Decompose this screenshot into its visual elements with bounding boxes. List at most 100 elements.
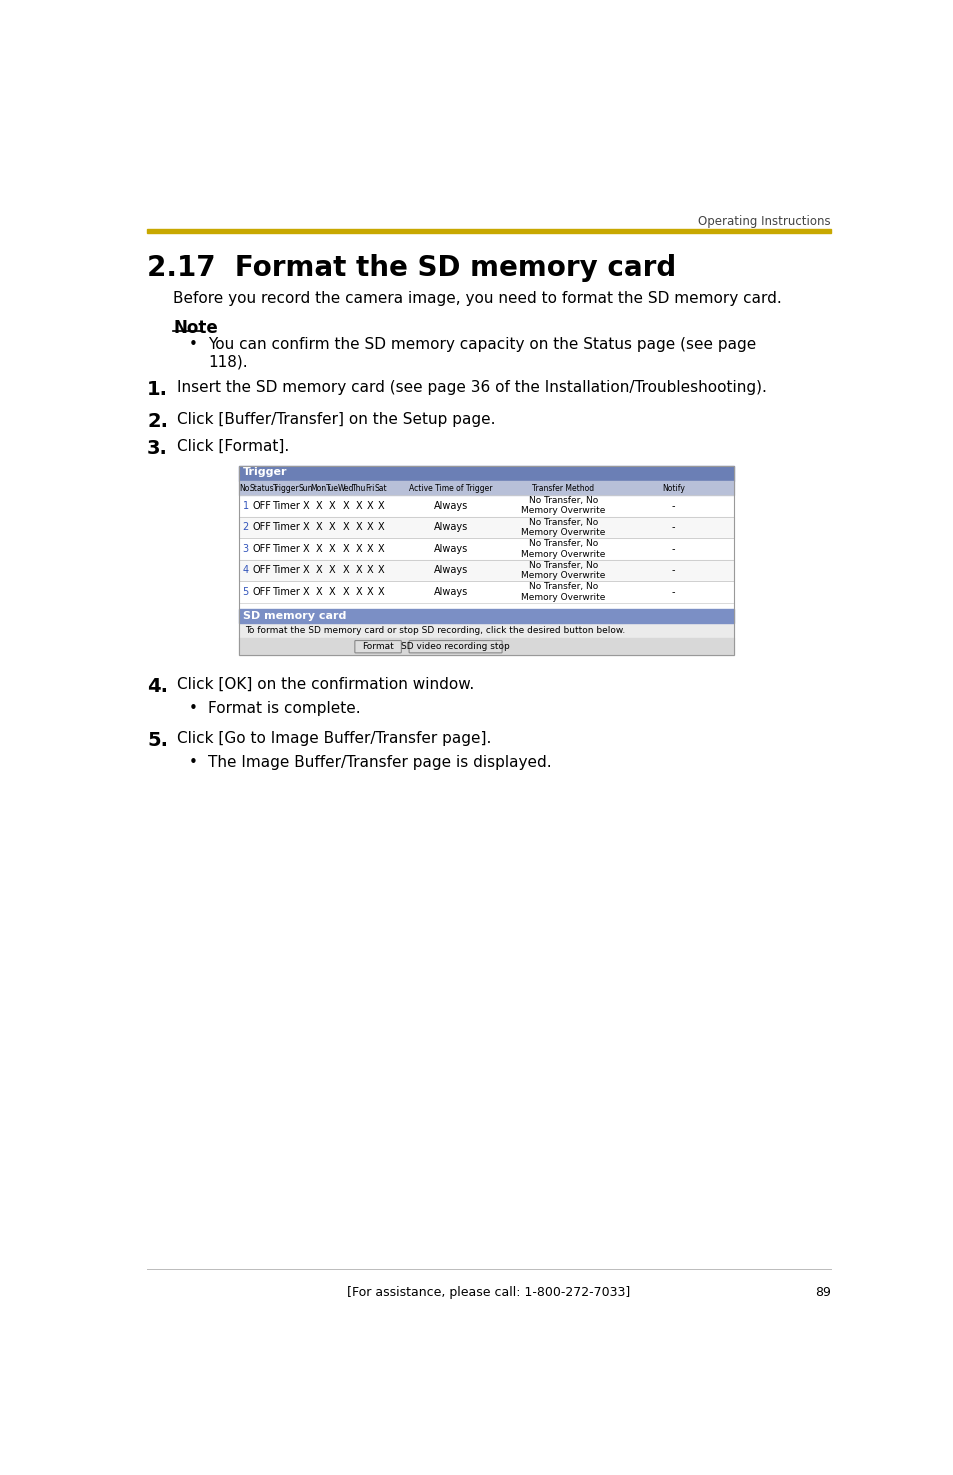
Bar (239, 466, 733, 481)
Text: 2.: 2. (147, 412, 168, 431)
Text: -: - (671, 565, 675, 575)
Text: X: X (355, 544, 361, 555)
Bar (239, 559, 733, 581)
Bar (239, 559, 733, 581)
Text: The Image Buffer/Transfer page is displayed.: The Image Buffer/Transfer page is displa… (208, 755, 552, 770)
Text: Timer: Timer (272, 522, 299, 532)
Text: Trigger: Trigger (273, 484, 299, 493)
Text: Always: Always (433, 565, 467, 575)
Text: X: X (366, 502, 373, 510)
Text: Timer: Timer (272, 502, 299, 510)
Text: Timer: Timer (272, 587, 299, 597)
Text: X: X (377, 502, 384, 510)
Text: 3.: 3. (147, 438, 168, 457)
Text: Always: Always (433, 587, 467, 597)
Text: Wed: Wed (337, 484, 354, 493)
FancyBboxPatch shape (355, 640, 401, 653)
Text: Click [Format].: Click [Format]. (177, 438, 290, 454)
Bar (239, 516, 733, 538)
Text: 5: 5 (242, 587, 249, 597)
Text: Timer: Timer (272, 544, 299, 555)
Text: X: X (366, 544, 373, 555)
Bar (239, 581, 733, 603)
Text: X: X (302, 587, 309, 597)
Text: Fri: Fri (365, 484, 375, 493)
Text: X: X (302, 502, 309, 510)
Text: No Transfer, No
Memory Overwrite: No Transfer, No Memory Overwrite (520, 560, 605, 580)
Text: X: X (329, 587, 335, 597)
Text: •: • (189, 338, 197, 353)
Text: Before you record the camera image, you need to format the SD memory card.: Before you record the camera image, you … (173, 291, 781, 305)
Text: 4: 4 (242, 565, 249, 575)
Text: SD memory card: SD memory card (243, 611, 346, 621)
Bar (239, 466, 733, 655)
Text: Always: Always (433, 544, 467, 555)
Text: Transfer Method: Transfer Method (532, 484, 594, 493)
Text: X: X (342, 522, 349, 532)
Text: You can confirm the SD memory capacity on the Status page (see page
118).: You can confirm the SD memory capacity o… (208, 338, 756, 370)
Text: X: X (366, 587, 373, 597)
Text: -: - (671, 587, 675, 597)
FancyBboxPatch shape (409, 640, 501, 653)
Text: OFF: OFF (253, 565, 271, 575)
Text: Notify: Notify (661, 484, 684, 493)
Bar (239, 516, 733, 538)
Text: Click [OK] on the confirmation window.: Click [OK] on the confirmation window. (177, 677, 475, 692)
Text: [For assistance, please call: 1-800-272-7033]: [For assistance, please call: 1-800-272-… (347, 1286, 630, 1299)
Bar (239, 622, 733, 639)
Text: X: X (302, 565, 309, 575)
Bar (239, 481, 733, 496)
Text: X: X (342, 565, 349, 575)
Text: X: X (377, 544, 384, 555)
Text: OFF: OFF (253, 544, 271, 555)
Text: Always: Always (433, 522, 467, 532)
Text: Format: Format (362, 642, 394, 650)
Text: -: - (671, 544, 675, 555)
Text: X: X (315, 565, 322, 575)
Text: Status: Status (250, 484, 274, 493)
Text: Sat: Sat (375, 484, 387, 493)
Text: X: X (342, 544, 349, 555)
Text: No Transfer, No
Memory Overwrite: No Transfer, No Memory Overwrite (520, 518, 605, 537)
Text: OFF: OFF (253, 587, 271, 597)
Text: X: X (315, 544, 322, 555)
Bar (239, 538, 733, 559)
Text: Active Time of Trigger: Active Time of Trigger (409, 484, 492, 493)
Text: X: X (355, 587, 361, 597)
Text: X: X (302, 544, 309, 555)
Text: X: X (329, 565, 335, 575)
Text: Click [Buffer/Transfer] on the Setup page.: Click [Buffer/Transfer] on the Setup pag… (177, 412, 496, 426)
Text: X: X (302, 522, 309, 532)
Text: X: X (377, 587, 384, 597)
Text: 1.: 1. (147, 379, 168, 398)
Text: Thu: Thu (351, 484, 366, 493)
Text: X: X (355, 565, 361, 575)
Text: X: X (366, 565, 373, 575)
Text: X: X (377, 522, 384, 532)
Text: X: X (355, 502, 361, 510)
Text: X: X (377, 565, 384, 575)
Bar (147, 229, 830, 233)
Text: Note: Note (173, 320, 218, 338)
Text: X: X (342, 502, 349, 510)
Text: 2: 2 (242, 522, 249, 532)
Text: Tue: Tue (325, 484, 338, 493)
Text: No Transfer, No
Memory Overwrite: No Transfer, No Memory Overwrite (520, 540, 605, 559)
Text: X: X (355, 522, 361, 532)
Text: X: X (315, 522, 322, 532)
Text: X: X (329, 544, 335, 555)
Text: X: X (329, 522, 335, 532)
Bar (239, 496, 733, 516)
Text: Mon: Mon (311, 484, 327, 493)
Text: Format is complete.: Format is complete. (208, 702, 360, 717)
Text: No Transfer, No
Memory Overwrite: No Transfer, No Memory Overwrite (520, 583, 605, 602)
Text: To format the SD memory card or stop SD recording, click the desired button belo: To format the SD memory card or stop SD … (245, 625, 625, 634)
Text: X: X (315, 502, 322, 510)
Text: 2.17  Format the SD memory card: 2.17 Format the SD memory card (147, 254, 676, 282)
Text: Sun: Sun (298, 484, 313, 493)
Text: Insert the SD memory card (see page 36 of the Installation/Troubleshooting).: Insert the SD memory card (see page 36 o… (177, 379, 766, 394)
Bar (239, 496, 733, 516)
Text: Click [Go to Image Buffer/Transfer page].: Click [Go to Image Buffer/Transfer page]… (177, 730, 491, 746)
Text: OFF: OFF (253, 522, 271, 532)
Text: X: X (366, 522, 373, 532)
